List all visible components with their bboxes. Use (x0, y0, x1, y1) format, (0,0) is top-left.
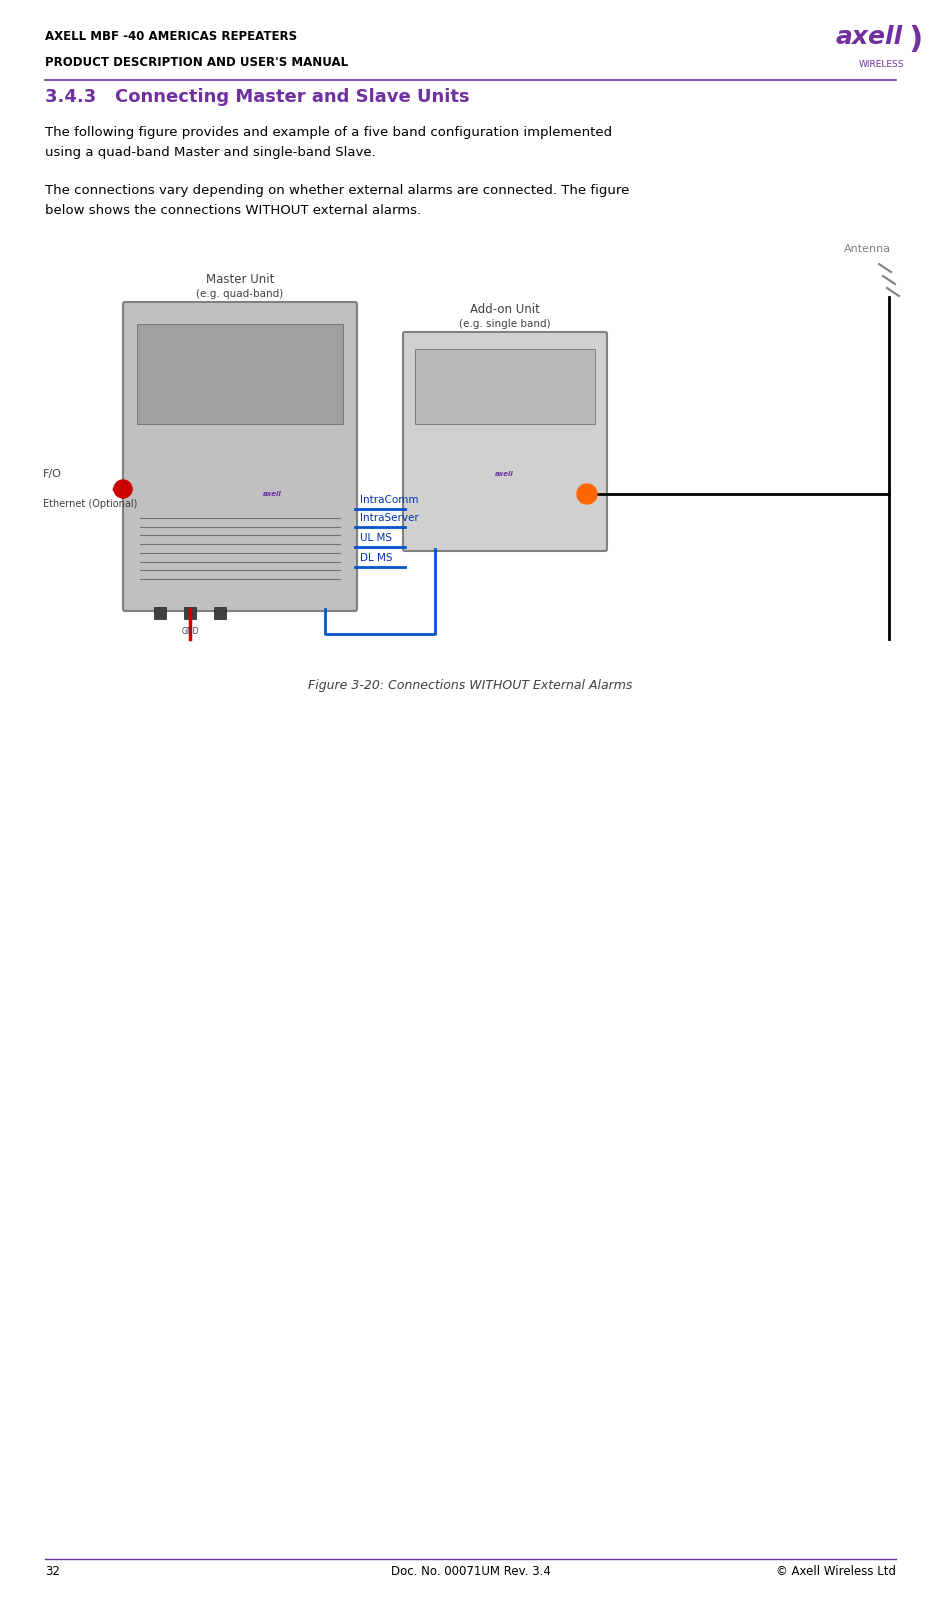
Text: ): ) (888, 26, 923, 55)
Bar (137, 324, 343, 423)
Text: DL MS: DL MS (360, 553, 392, 563)
Text: GND: GND (182, 627, 199, 637)
FancyBboxPatch shape (403, 332, 607, 552)
Text: © Axell Wireless Ltd: © Axell Wireless Ltd (776, 1566, 896, 1578)
Text: AXELL MBF -40 AMERICAS REPEATERS: AXELL MBF -40 AMERICAS REPEATERS (45, 30, 297, 43)
Bar (415, 350, 595, 423)
Text: Master Unit: Master Unit (206, 273, 274, 286)
FancyBboxPatch shape (123, 302, 357, 611)
Text: 32: 32 (45, 1566, 60, 1578)
Bar (184, 606, 196, 619)
Text: The connections vary depending on whether external alarms are connected. The fig: The connections vary depending on whethe… (45, 184, 630, 217)
Text: Doc. No. 00071UM Rev. 3.4: Doc. No. 00071UM Rev. 3.4 (391, 1566, 550, 1578)
Text: Antenna: Antenna (844, 244, 891, 253)
Text: Figure 3-20: Connections WITHOUT External Alarms: Figure 3-20: Connections WITHOUT Externa… (309, 678, 632, 691)
Text: F/O: F/O (43, 468, 62, 480)
Text: IntraComm: IntraComm (360, 496, 419, 505)
Circle shape (577, 484, 597, 504)
Bar (154, 606, 166, 619)
Text: axell: axell (495, 472, 514, 476)
Circle shape (114, 480, 132, 497)
Text: 3.4.3   Connecting Master and Slave Units: 3.4.3 Connecting Master and Slave Units (45, 88, 470, 106)
Text: (e.g. quad-band): (e.g. quad-band) (197, 289, 283, 298)
Text: axell: axell (263, 491, 281, 497)
Text: The following figure provides and example of a five band configuration implement: The following figure provides and exampl… (45, 127, 613, 159)
Text: axell: axell (836, 26, 903, 50)
Text: UL MS: UL MS (360, 533, 392, 544)
Text: PRODUCT DESCRIPTION AND USER'S MANUAL: PRODUCT DESCRIPTION AND USER'S MANUAL (45, 56, 348, 69)
Text: (e.g. single band): (e.g. single band) (459, 319, 550, 329)
Text: Ethernet (Optional): Ethernet (Optional) (43, 499, 137, 508)
Text: WIRELESS: WIRELESS (858, 59, 903, 69)
Bar (214, 606, 226, 619)
Text: IntraServer: IntraServer (360, 513, 419, 523)
Text: Add-on Unit: Add-on Unit (470, 303, 540, 316)
